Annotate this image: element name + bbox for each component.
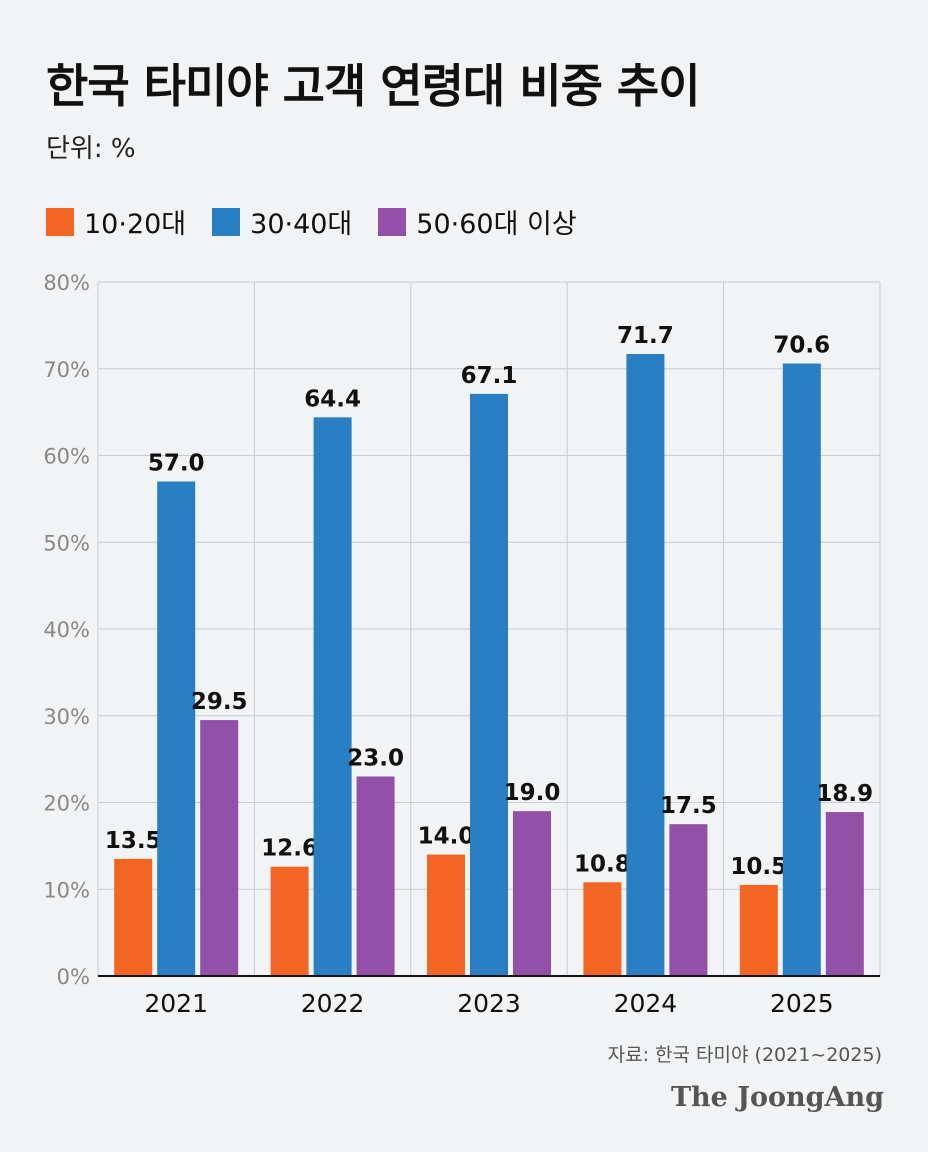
legend-item-30-40: 30·40대 xyxy=(212,202,352,241)
bar xyxy=(782,363,821,976)
data-label: 12.6 xyxy=(261,836,318,862)
data-label: 13.5 xyxy=(105,828,162,854)
x-tick-label: 2025 xyxy=(770,989,834,1018)
data-label: 70.6 xyxy=(773,333,830,359)
data-label: 14.0 xyxy=(418,824,475,850)
y-tick-label: 0% xyxy=(57,965,90,989)
bar xyxy=(470,393,508,977)
source-note: 자료: 한국 타미야 (2021~2025) xyxy=(607,1044,882,1066)
bar xyxy=(825,812,864,976)
data-label: 67.1 xyxy=(461,363,518,389)
data-label: 19.0 xyxy=(504,780,561,806)
chart-title: 한국 타미야 고객 연령대 비중 추이 xyxy=(46,59,701,113)
x-tick-label: 2024 xyxy=(614,989,678,1018)
bar xyxy=(626,354,665,976)
y-tick-label: 10% xyxy=(43,878,90,902)
y-tick-label: 70% xyxy=(43,358,90,382)
data-label: 57.0 xyxy=(148,451,205,477)
y-tick-label: 50% xyxy=(43,531,90,555)
legend-item-10-20: 10·20대 xyxy=(46,202,186,241)
data-label: 64.4 xyxy=(304,386,361,412)
x-tick-label: 2022 xyxy=(301,989,365,1018)
data-label: 29.5 xyxy=(191,689,248,715)
bar xyxy=(739,884,778,976)
bar xyxy=(513,811,551,976)
bar xyxy=(427,854,465,976)
y-tick-label: 30% xyxy=(43,705,90,729)
legend-swatch-10-20 xyxy=(46,207,74,236)
legend-swatch-50-60 xyxy=(378,207,407,236)
chart-subtitle: 단위: % xyxy=(46,134,136,164)
bar xyxy=(583,882,622,976)
legend-label-50-60: 50·60대 이상 xyxy=(416,209,577,240)
legend-swatch-30-40 xyxy=(212,207,241,236)
bar xyxy=(200,720,239,976)
data-label: 23.0 xyxy=(347,745,404,771)
y-tick-label: 60% xyxy=(43,445,90,469)
data-label: 71.7 xyxy=(617,323,674,349)
x-tick-label: 2023 xyxy=(457,989,521,1018)
data-label: 18.9 xyxy=(816,781,873,807)
legend-item-50-60: 50·60대 이상 xyxy=(378,202,577,241)
y-tick-label: 80% xyxy=(43,271,90,295)
x-tick-label: 2021 xyxy=(144,989,208,1018)
y-tick-label: 40% xyxy=(43,618,90,642)
data-label: 10.8 xyxy=(574,851,631,877)
bar xyxy=(356,776,395,976)
data-label: 17.5 xyxy=(660,793,717,819)
data-label: 10.5 xyxy=(730,854,787,880)
bar xyxy=(313,417,352,977)
brand-logo: The JoongAng xyxy=(670,1082,884,1113)
legend-label-30-40: 30·40대 xyxy=(250,209,353,240)
bar xyxy=(669,824,708,976)
legend-label-10-20: 10·20대 xyxy=(84,209,187,240)
y-tick-label: 20% xyxy=(43,792,90,816)
bar xyxy=(157,481,196,976)
bar xyxy=(270,866,309,976)
legend: 10·20대 30·40대 50·60대 이상 xyxy=(46,202,603,241)
bar xyxy=(114,858,153,976)
